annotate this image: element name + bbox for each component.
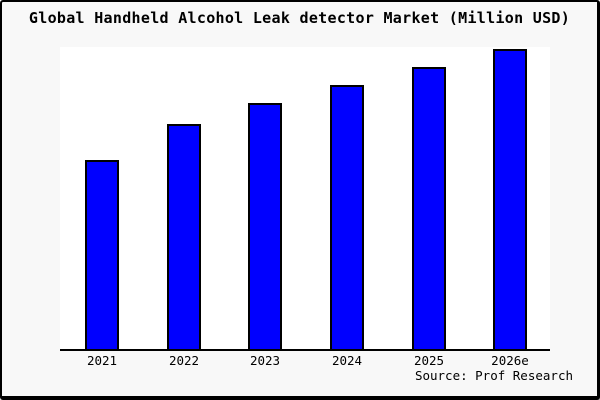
x-tick-label-2022: 2022 [168, 353, 200, 368]
bar-2025 [412, 67, 446, 349]
x-tick-label-2026e: 2026e [491, 353, 529, 368]
bar-2023 [248, 103, 282, 349]
x-tick-label-2023: 2023 [249, 353, 281, 368]
bar-2022 [167, 124, 201, 349]
source-credit: Source: Prof Research [414, 368, 573, 383]
x-tick-label-2024: 2024 [331, 353, 363, 368]
plot-area [60, 47, 550, 351]
x-axis-labels: 2021 2022 2023 2024 2025 2026e [2, 354, 597, 370]
x-tick-label-2025: 2025 [413, 353, 445, 368]
bar-2021 [85, 160, 119, 349]
bar-2024 [330, 85, 364, 349]
bar-2026e [493, 49, 527, 349]
x-tick-label-2021: 2021 [86, 353, 118, 368]
chart-title: Global Handheld Alcohol Leak detector Ma… [28, 9, 571, 27]
